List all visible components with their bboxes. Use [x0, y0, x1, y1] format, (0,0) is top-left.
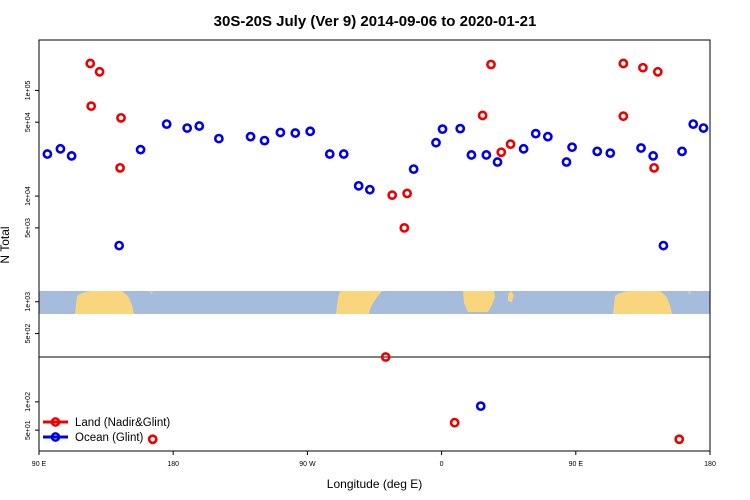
ocean-point — [688, 119, 699, 129]
land-south-america — [336, 291, 382, 314]
land-point — [94, 66, 105, 77]
land-point — [505, 139, 516, 150]
land-point — [477, 110, 488, 121]
land-point — [86, 101, 97, 112]
ocean-point — [66, 151, 77, 161]
legend: Land (Nadir&Glint) Ocean (Glint) — [43, 417, 170, 444]
ocean-point — [135, 144, 146, 155]
ocean-point — [592, 146, 603, 157]
ocean-point — [305, 126, 316, 137]
ocean-point — [518, 143, 529, 154]
legend-ocean-marker — [50, 432, 61, 442]
ocean-point — [567, 142, 577, 153]
ocean-point — [658, 240, 669, 251]
chart-title: 30S-20S July (Ver 9) 2014-09-06 to 2020-… — [214, 13, 537, 30]
y-tick-label: 5e+02 — [25, 324, 32, 344]
ocean-point — [677, 146, 687, 157]
land-point — [449, 417, 460, 428]
ocean-point — [338, 149, 349, 159]
y-tick-label: 1e+02 — [25, 392, 32, 412]
ocean-point — [182, 123, 193, 133]
ocean-point — [455, 123, 466, 134]
ocean-point — [324, 149, 335, 159]
ocean-point — [605, 148, 616, 159]
ocean-point — [698, 123, 709, 133]
x-axis-label: Longitude (deg E) — [327, 477, 422, 491]
land-point — [147, 434, 158, 445]
ocean-point — [542, 131, 553, 142]
ocean-point — [648, 151, 659, 161]
ocean-point — [530, 128, 541, 139]
ocean-point — [245, 131, 256, 142]
legend-land-marker — [50, 417, 61, 427]
ocean-point — [466, 150, 477, 160]
land-point — [618, 111, 629, 122]
land-point — [116, 112, 126, 123]
ocean-point — [364, 184, 375, 195]
x-tick-label: 0 — [440, 461, 444, 468]
ocean-point — [275, 127, 286, 138]
x-tick-label: 90 E — [569, 461, 584, 468]
land-point — [380, 352, 391, 362]
bottom-plot-frame — [38, 356, 711, 452]
land-point — [652, 66, 663, 77]
ocean-point — [475, 401, 486, 412]
ocean-band — [39, 291, 710, 314]
x-tick-label: 90 W — [299, 461, 316, 468]
ocean-point — [55, 143, 66, 154]
ocean-point — [213, 133, 224, 144]
ocean-point — [290, 128, 301, 138]
land-point — [399, 222, 410, 233]
ocean-point — [353, 180, 364, 191]
land-point — [649, 162, 659, 173]
land-point — [402, 188, 413, 199]
ocean-point — [42, 149, 53, 159]
ocean-point — [561, 157, 572, 167]
land-point — [638, 62, 648, 73]
legend-land-label: Land (Nadir&Glint) — [75, 417, 170, 429]
land-new-zealand-repeat — [688, 291, 691, 294]
ocean-point — [194, 121, 205, 131]
y-axis-label: N Total — [0, 226, 12, 263]
land-point — [674, 434, 685, 445]
land-australia-repeat — [613, 291, 672, 314]
x-tick-label: 90 E — [32, 461, 47, 468]
ocean-point — [481, 150, 492, 160]
x-tick-label: 180 — [167, 461, 179, 468]
land-point — [387, 190, 398, 201]
ocean-point — [408, 164, 419, 175]
y-tick-label: 1e+03 — [25, 292, 32, 312]
land-point — [85, 58, 96, 69]
ocean-point — [492, 157, 503, 167]
x-axis: 90 E 180 90 W 0 90 E 180 — [32, 451, 716, 468]
land-point — [115, 162, 125, 173]
y-axis-bottom: 5e+01 1e+02 — [25, 392, 39, 440]
land-point — [486, 59, 496, 70]
data-points — [42, 58, 709, 445]
y-tick-label: 5e+04 — [25, 112, 32, 132]
x-tick-label: 180 — [704, 461, 716, 468]
ocean-point — [259, 135, 270, 146]
y-tick-label: 5e+01 — [25, 420, 32, 440]
ocean-point — [437, 124, 448, 135]
ocean-point — [636, 143, 646, 153]
y-axis-top: 5e+02 1e+03 5e+03 1e+04 5e+04 1e+05 — [25, 80, 39, 343]
ocean-point — [161, 119, 172, 129]
ocean-point — [431, 137, 441, 148]
land-madagascar — [508, 291, 514, 302]
ocean-point — [114, 240, 125, 251]
y-tick-label: 1e+04 — [25, 186, 32, 206]
legend-ocean-label: Ocean (Glint) — [75, 432, 144, 444]
y-tick-label: 5e+03 — [25, 218, 32, 238]
land-australia — [75, 291, 134, 314]
land-point — [496, 147, 507, 158]
land-africa — [463, 291, 495, 312]
land-point — [618, 58, 629, 69]
land-new-zealand — [150, 291, 153, 294]
y-tick-label: 1e+05 — [25, 80, 32, 100]
map-strip — [39, 291, 710, 314]
